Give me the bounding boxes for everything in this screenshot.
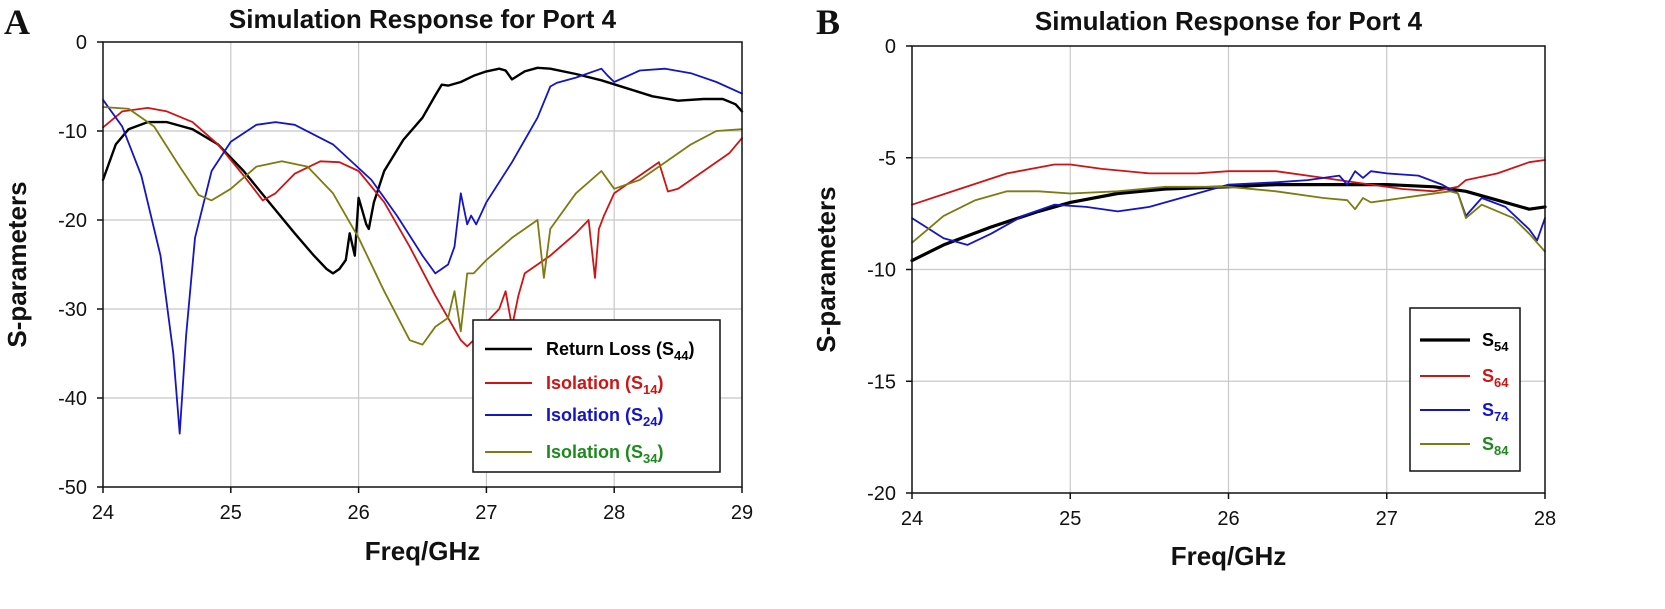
- legend-label: Isolation (S34): [546, 442, 663, 466]
- legend-label: S64: [1482, 366, 1509, 390]
- legend-label-end: ): [688, 339, 694, 359]
- plot-frame: [102, 41, 743, 488]
- chart-panel-a: A Simulation Response for Port 4 24 25 26 27 2…: [2, 2, 753, 566]
- panel-letter: A: [4, 2, 30, 42]
- y-tick-label: 0: [76, 32, 87, 54]
- legend-label-main: Return Loss (S: [546, 339, 674, 359]
- legend-label-main: Isolation (S: [546, 373, 643, 393]
- series-line-s54: [910, 183, 1547, 263]
- legend-label-subscript: 34: [643, 451, 658, 466]
- y-tick-label: -30: [58, 299, 87, 321]
- series-line-return-loss-s44: [101, 66, 744, 275]
- x-axis-label: Freq/GHz: [365, 536, 481, 566]
- legend-label-subscript: 14: [643, 382, 658, 397]
- y-axis-label: S-parameters: [811, 186, 841, 352]
- legend-label-subscript: 44: [674, 348, 689, 363]
- series-line-s64: [911, 159, 1546, 206]
- y-tick-label: -10: [867, 260, 896, 282]
- legend-label-subscript: 54: [1494, 339, 1509, 354]
- legend-label-main: S: [1482, 366, 1494, 386]
- legend-label-main: S: [1482, 400, 1494, 420]
- legend-label: S74: [1482, 400, 1509, 424]
- y-tick-label: -10: [58, 121, 87, 143]
- y-tick-label: -20: [867, 483, 896, 505]
- x-tick-label: 29: [731, 502, 753, 524]
- legend-label: Return Loss (S44): [546, 339, 694, 363]
- chart-panel-b: B Simulation Response for Port 4 24 25 26 27 2…: [811, 2, 1556, 571]
- y-tick-label: -50: [58, 477, 87, 499]
- legend-label-end: ): [657, 442, 663, 462]
- legend-label: S84: [1482, 434, 1509, 458]
- y-tick-label: 0: [885, 36, 896, 58]
- x-tick-label: 27: [1376, 508, 1398, 530]
- y-tick-label: -20: [58, 210, 87, 232]
- legend-label-end: ): [657, 373, 663, 393]
- legend-label-main: Isolation (S: [546, 442, 643, 462]
- legend-label: S54: [1482, 330, 1509, 354]
- x-tick-label: 24: [92, 502, 114, 524]
- x-tick-label: 25: [220, 502, 242, 524]
- legend-label-main: S: [1482, 434, 1494, 454]
- panel-letter: B: [816, 2, 840, 42]
- series-line-s74: [911, 170, 1546, 246]
- x-tick-label: 26: [1217, 508, 1239, 530]
- legend-label-main: S: [1482, 330, 1494, 350]
- series-line-isolation-s24: [102, 67, 743, 435]
- series-line-isolation-s14: [102, 107, 743, 348]
- legend-label-main: Isolation (S: [546, 405, 643, 425]
- y-tick-label: -40: [58, 388, 87, 410]
- x-axis-label: Freq/GHz: [1171, 541, 1287, 571]
- legend: Return Loss (S44)Isolation (S14)Isolatio…: [472, 319, 721, 473]
- x-tick-label: 24: [901, 508, 923, 530]
- x-tick-label: 27: [475, 502, 497, 524]
- series-line-s84: [911, 185, 1546, 253]
- legend-label-subscript: 74: [1494, 409, 1509, 424]
- legend-label-subscript: 64: [1494, 375, 1509, 390]
- y-tick-label: -15: [867, 371, 896, 393]
- x-tick-label: 28: [603, 502, 625, 524]
- y-axis-label: S-parameters: [2, 181, 32, 347]
- legend-label-subscript: 84: [1494, 443, 1509, 458]
- x-tick-label: 28: [1534, 508, 1556, 530]
- chart-title: Simulation Response for Port 4: [229, 4, 617, 34]
- legend-label-subscript: 24: [643, 414, 658, 429]
- y-tick-label: -5: [878, 148, 896, 170]
- series-line-isolation-s34: [102, 106, 743, 346]
- legend-label: Isolation (S14): [546, 373, 663, 397]
- x-tick-label: 25: [1059, 508, 1081, 530]
- legend-label: Isolation (S24): [546, 405, 663, 429]
- legend-label-end: ): [657, 405, 663, 425]
- legend-box: [472, 319, 721, 473]
- x-tick-label: 26: [347, 502, 369, 524]
- chart-title: Simulation Response for Port 4: [1035, 6, 1423, 36]
